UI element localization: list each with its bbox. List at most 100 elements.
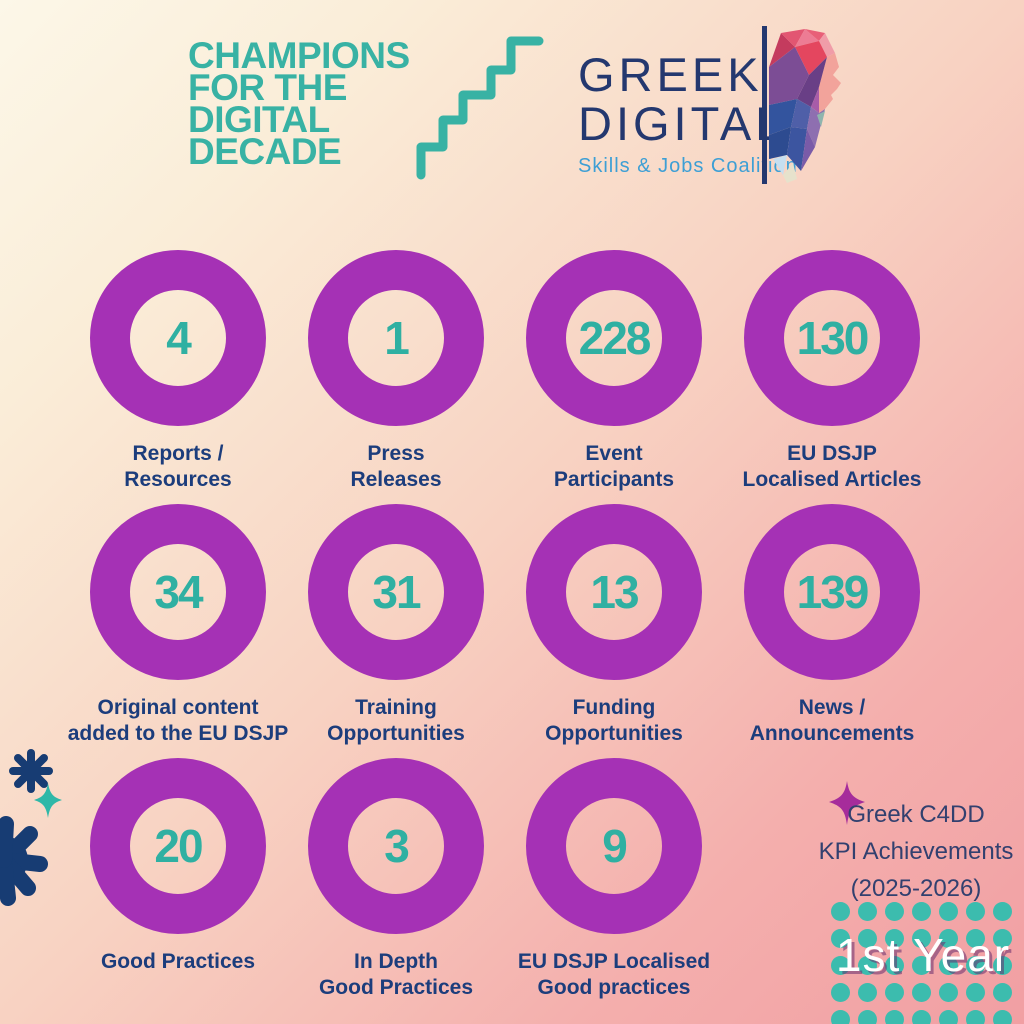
dot	[993, 1010, 1012, 1024]
dot	[831, 956, 850, 975]
kpi-ring: 13	[526, 504, 702, 680]
dot	[966, 929, 985, 948]
kpi-value: 9	[602, 820, 628, 872]
kpi-label: EU DSJP Localised Good practices	[518, 949, 710, 1001]
kpi-label-line: Press	[367, 442, 425, 465]
kpi-ring: 228	[526, 250, 702, 426]
dot	[993, 929, 1012, 948]
dot	[993, 902, 1012, 921]
kpi-ring: 3	[308, 758, 484, 934]
kpi-label-line: EU DSJP	[787, 442, 877, 465]
kpi-label-line: Good Practices	[318, 976, 474, 999]
dot	[993, 956, 1012, 975]
dot	[939, 983, 958, 1002]
kpi-label: Training Opportunities	[327, 695, 465, 747]
kpi-label: Press Releases	[350, 441, 441, 493]
kpi-row-1: 4 Reports / Resources 1 Press Releases 2…	[69, 250, 941, 493]
kpi-label-line: Funding	[572, 696, 656, 719]
dot	[912, 929, 931, 948]
dot	[885, 902, 904, 921]
dot	[966, 983, 985, 1002]
kpi-label: Good Practices	[101, 949, 255, 975]
kpi-value: 4	[166, 312, 192, 364]
kpi-label: Event Participants	[554, 441, 674, 493]
dot	[939, 1010, 958, 1024]
kpi-row-2: 34 Original content added to the EU DSJP…	[67, 504, 941, 747]
kpi-label: In Depth Good Practices	[319, 949, 473, 1001]
kpi-label-line: Opportunities	[327, 722, 465, 745]
kpi-item: 139 News / Announcements	[723, 504, 941, 747]
title-line: FOR THE	[188, 67, 347, 108]
kpi-label-line: Original content	[97, 696, 259, 719]
splat-icon	[0, 816, 48, 906]
kpi-ring: 130	[744, 250, 920, 426]
dot	[858, 983, 877, 1002]
title-line: DIGITAL	[188, 99, 330, 140]
teal-sparkle-icon	[34, 783, 62, 818]
kpi-item: 9 EU DSJP Localised Good practices	[505, 758, 723, 1001]
kpi-value: 130	[796, 312, 870, 364]
logo-line-digital: DIGITAL	[578, 97, 786, 150]
kpi-item: 20 Good Practices	[69, 758, 287, 1001]
dot	[966, 956, 985, 975]
kpi-label-line: Event	[585, 442, 643, 465]
title-line: CHAMPIONS	[188, 35, 410, 76]
kpi-label-line: Training	[355, 696, 437, 719]
kpi-label-line: Announcements	[749, 722, 915, 745]
dot	[885, 956, 904, 975]
page-title: CHAMPIONS FOR THE DIGITAL DECADE	[188, 35, 410, 172]
caption-line: (2025-2026)	[850, 875, 982, 902]
kpi-label-line: Localised Articles	[742, 468, 922, 491]
asterisk-star-icon	[9, 749, 53, 793]
kpi-label-line: Good Practices	[100, 950, 256, 973]
title-line: DECADE	[188, 131, 342, 172]
caption-line: Greek C4DD	[847, 801, 985, 828]
magenta-sparkle-icon	[829, 781, 865, 825]
kpi-item: 228 Event Participants	[505, 250, 723, 493]
kpi-label-line: Reports /	[132, 442, 224, 465]
dot	[966, 902, 985, 921]
kpi-ring: 4	[90, 250, 266, 426]
logo-divider-bar	[762, 26, 767, 184]
logo-wordmark: GREEK DIGITAL Skills & Jobs Coalition	[578, 50, 798, 178]
kpi-label-line: Opportunities	[545, 722, 683, 745]
kpi-row-3: 20 Good Practices 3 In Depth Good Practi…	[69, 758, 723, 1001]
kpi-ring: 31	[308, 504, 484, 680]
dot	[831, 929, 850, 948]
dot	[885, 929, 904, 948]
stairs-icon	[416, 36, 544, 180]
dot	[858, 956, 877, 975]
kpi-ring: 139	[744, 504, 920, 680]
dot	[858, 1010, 877, 1024]
kpi-ring: 20	[90, 758, 266, 934]
kpi-label-line: EU DSJP Localised	[517, 950, 711, 973]
splat-decoration	[0, 749, 62, 906]
dot	[912, 983, 931, 1002]
kpi-label-line: added to the EU DSJP	[67, 722, 289, 745]
caption-line: KPI Achievements	[818, 838, 1014, 865]
kpi-item: 4 Reports / Resources	[69, 250, 287, 493]
dot	[939, 956, 958, 975]
kpi-value: 20	[154, 820, 203, 872]
dot	[939, 902, 958, 921]
kpi-ring: 9	[526, 758, 702, 934]
kpi-value: 13	[590, 566, 639, 618]
dot	[885, 1010, 904, 1024]
kpi-label: Funding Opportunities	[545, 695, 683, 747]
kpi-item: 13 Funding Opportunities	[505, 504, 723, 747]
kpi-item: 31 Training Opportunities	[287, 504, 505, 747]
logo-head-icon	[769, 29, 841, 183]
dot	[885, 983, 904, 1002]
kpi-label-line: Releases	[350, 468, 442, 491]
kpi-item: 1 Press Releases	[287, 250, 505, 493]
kpi-ring: 34	[90, 504, 266, 680]
kpi-label: EU DSJP Localised Articles	[743, 441, 922, 493]
dot	[993, 983, 1012, 1002]
year-label: 1st Year	[835, 929, 1011, 981]
kpi-caption: Greek C4DD KPI Achievements (2025-2026)	[812, 796, 1020, 907]
kpi-ring: 1	[308, 250, 484, 426]
dot	[858, 929, 877, 948]
dot	[912, 1010, 931, 1024]
kpi-value: 1	[384, 312, 410, 364]
